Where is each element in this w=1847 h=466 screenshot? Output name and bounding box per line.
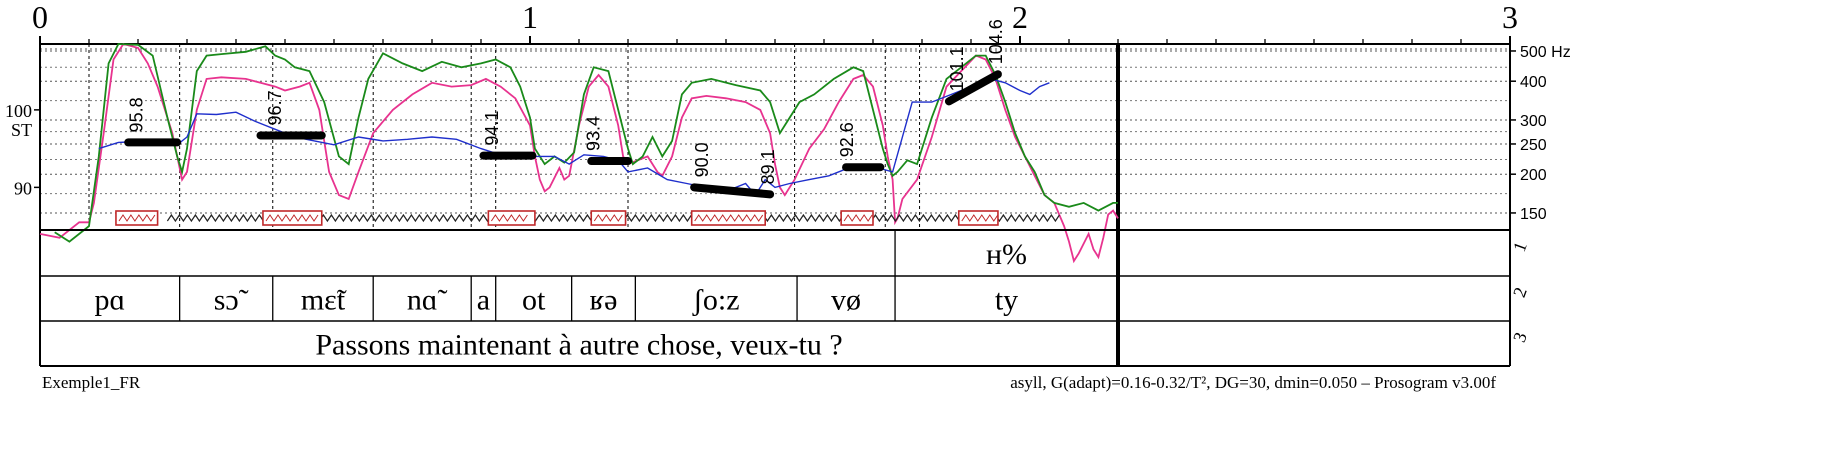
pitch-value-label-start-6: 101.1 xyxy=(947,46,967,91)
chart-labels: 500 Hz 400 300 250 200 150 0 1 2 3 100 90 ST 95.8 96.7… xyxy=(5,0,1571,392)
pitch-stylization-segments xyxy=(124,70,1002,199)
tier-2-label: ty xyxy=(995,284,1018,317)
tier-2-label: mɛ̃t xyxy=(301,284,347,317)
time-tick-label-0: 0 xyxy=(32,0,48,35)
pitch-value-label-start-4: 90.0 xyxy=(692,142,712,177)
pitch-value-label-2: 94.1 xyxy=(482,111,502,146)
time-tick-label-2: 2 xyxy=(1012,0,1028,35)
nucleus-box-6 xyxy=(957,210,999,226)
hz-tick-label-250: 250 xyxy=(1520,137,1547,154)
time-tick-label-1: 1 xyxy=(522,0,538,35)
nucleus-zigzag xyxy=(843,214,873,222)
tier-2-label: a xyxy=(477,284,490,317)
nucleus-zigzag xyxy=(694,214,764,222)
st-tick-label-90: 90 xyxy=(14,178,32,198)
tier-1-label: ʜ% xyxy=(986,238,1027,271)
tier-2-label: ʃo:z xyxy=(692,284,740,317)
nucleus-box-2 xyxy=(487,210,536,226)
nucleus-zigzag xyxy=(593,214,623,222)
hz-tick-label-400: 400 xyxy=(1520,74,1547,91)
pitch-segment-6 xyxy=(944,70,1002,106)
nucleus-zigzag xyxy=(265,214,319,222)
pitch-value-label-3: 93.4 xyxy=(584,116,604,151)
recording-name: Exemple1_FR xyxy=(42,373,141,392)
nucleus-zigzag xyxy=(490,214,528,222)
hz-tick-label-200: 200 xyxy=(1520,167,1547,184)
tier-2-label: ʁə xyxy=(590,284,618,317)
hz-tick-label-150: 150 xyxy=(1520,206,1547,223)
tier-3-label: Passons maintenant à autre chose, veux-t… xyxy=(315,329,842,362)
tier-2-label: pɑ xyxy=(94,284,125,317)
hz-tick-label-500: 500 Hz xyxy=(1520,44,1571,61)
prosogram-parameters: asyll, G(adapt)=0.16-0.32/T², DG=30, dmi… xyxy=(1010,373,1496,392)
pitch-curve-1 xyxy=(54,43,1118,243)
syllable-dividers xyxy=(88,44,921,230)
pitch-value-label-5: 92.6 xyxy=(837,122,857,157)
nucleus-zigzag xyxy=(961,214,999,222)
pitch-value-label-1: 96.7 xyxy=(265,90,285,125)
tier-2-label: vø xyxy=(831,284,861,317)
y-unit-label: ST xyxy=(11,120,32,140)
pitch-segment-4 xyxy=(690,183,775,199)
nucleus-boxes xyxy=(115,210,1060,226)
axes xyxy=(34,36,1516,366)
pitch-value-label-0: 95.8 xyxy=(127,97,147,132)
tier-2-label: ot xyxy=(522,284,546,317)
pitch-value-label-end-6: 104.6 xyxy=(986,19,1006,64)
nucleus-zigzag xyxy=(118,214,156,222)
nucleus-box-5 xyxy=(840,210,874,226)
st-tick-label-100: 100 xyxy=(5,101,32,121)
time-tick-label-3: 3 xyxy=(1502,0,1518,35)
pitch-value-label-end-4: 89.1 xyxy=(758,149,778,184)
hz-tick-label-300: 300 xyxy=(1520,113,1547,130)
